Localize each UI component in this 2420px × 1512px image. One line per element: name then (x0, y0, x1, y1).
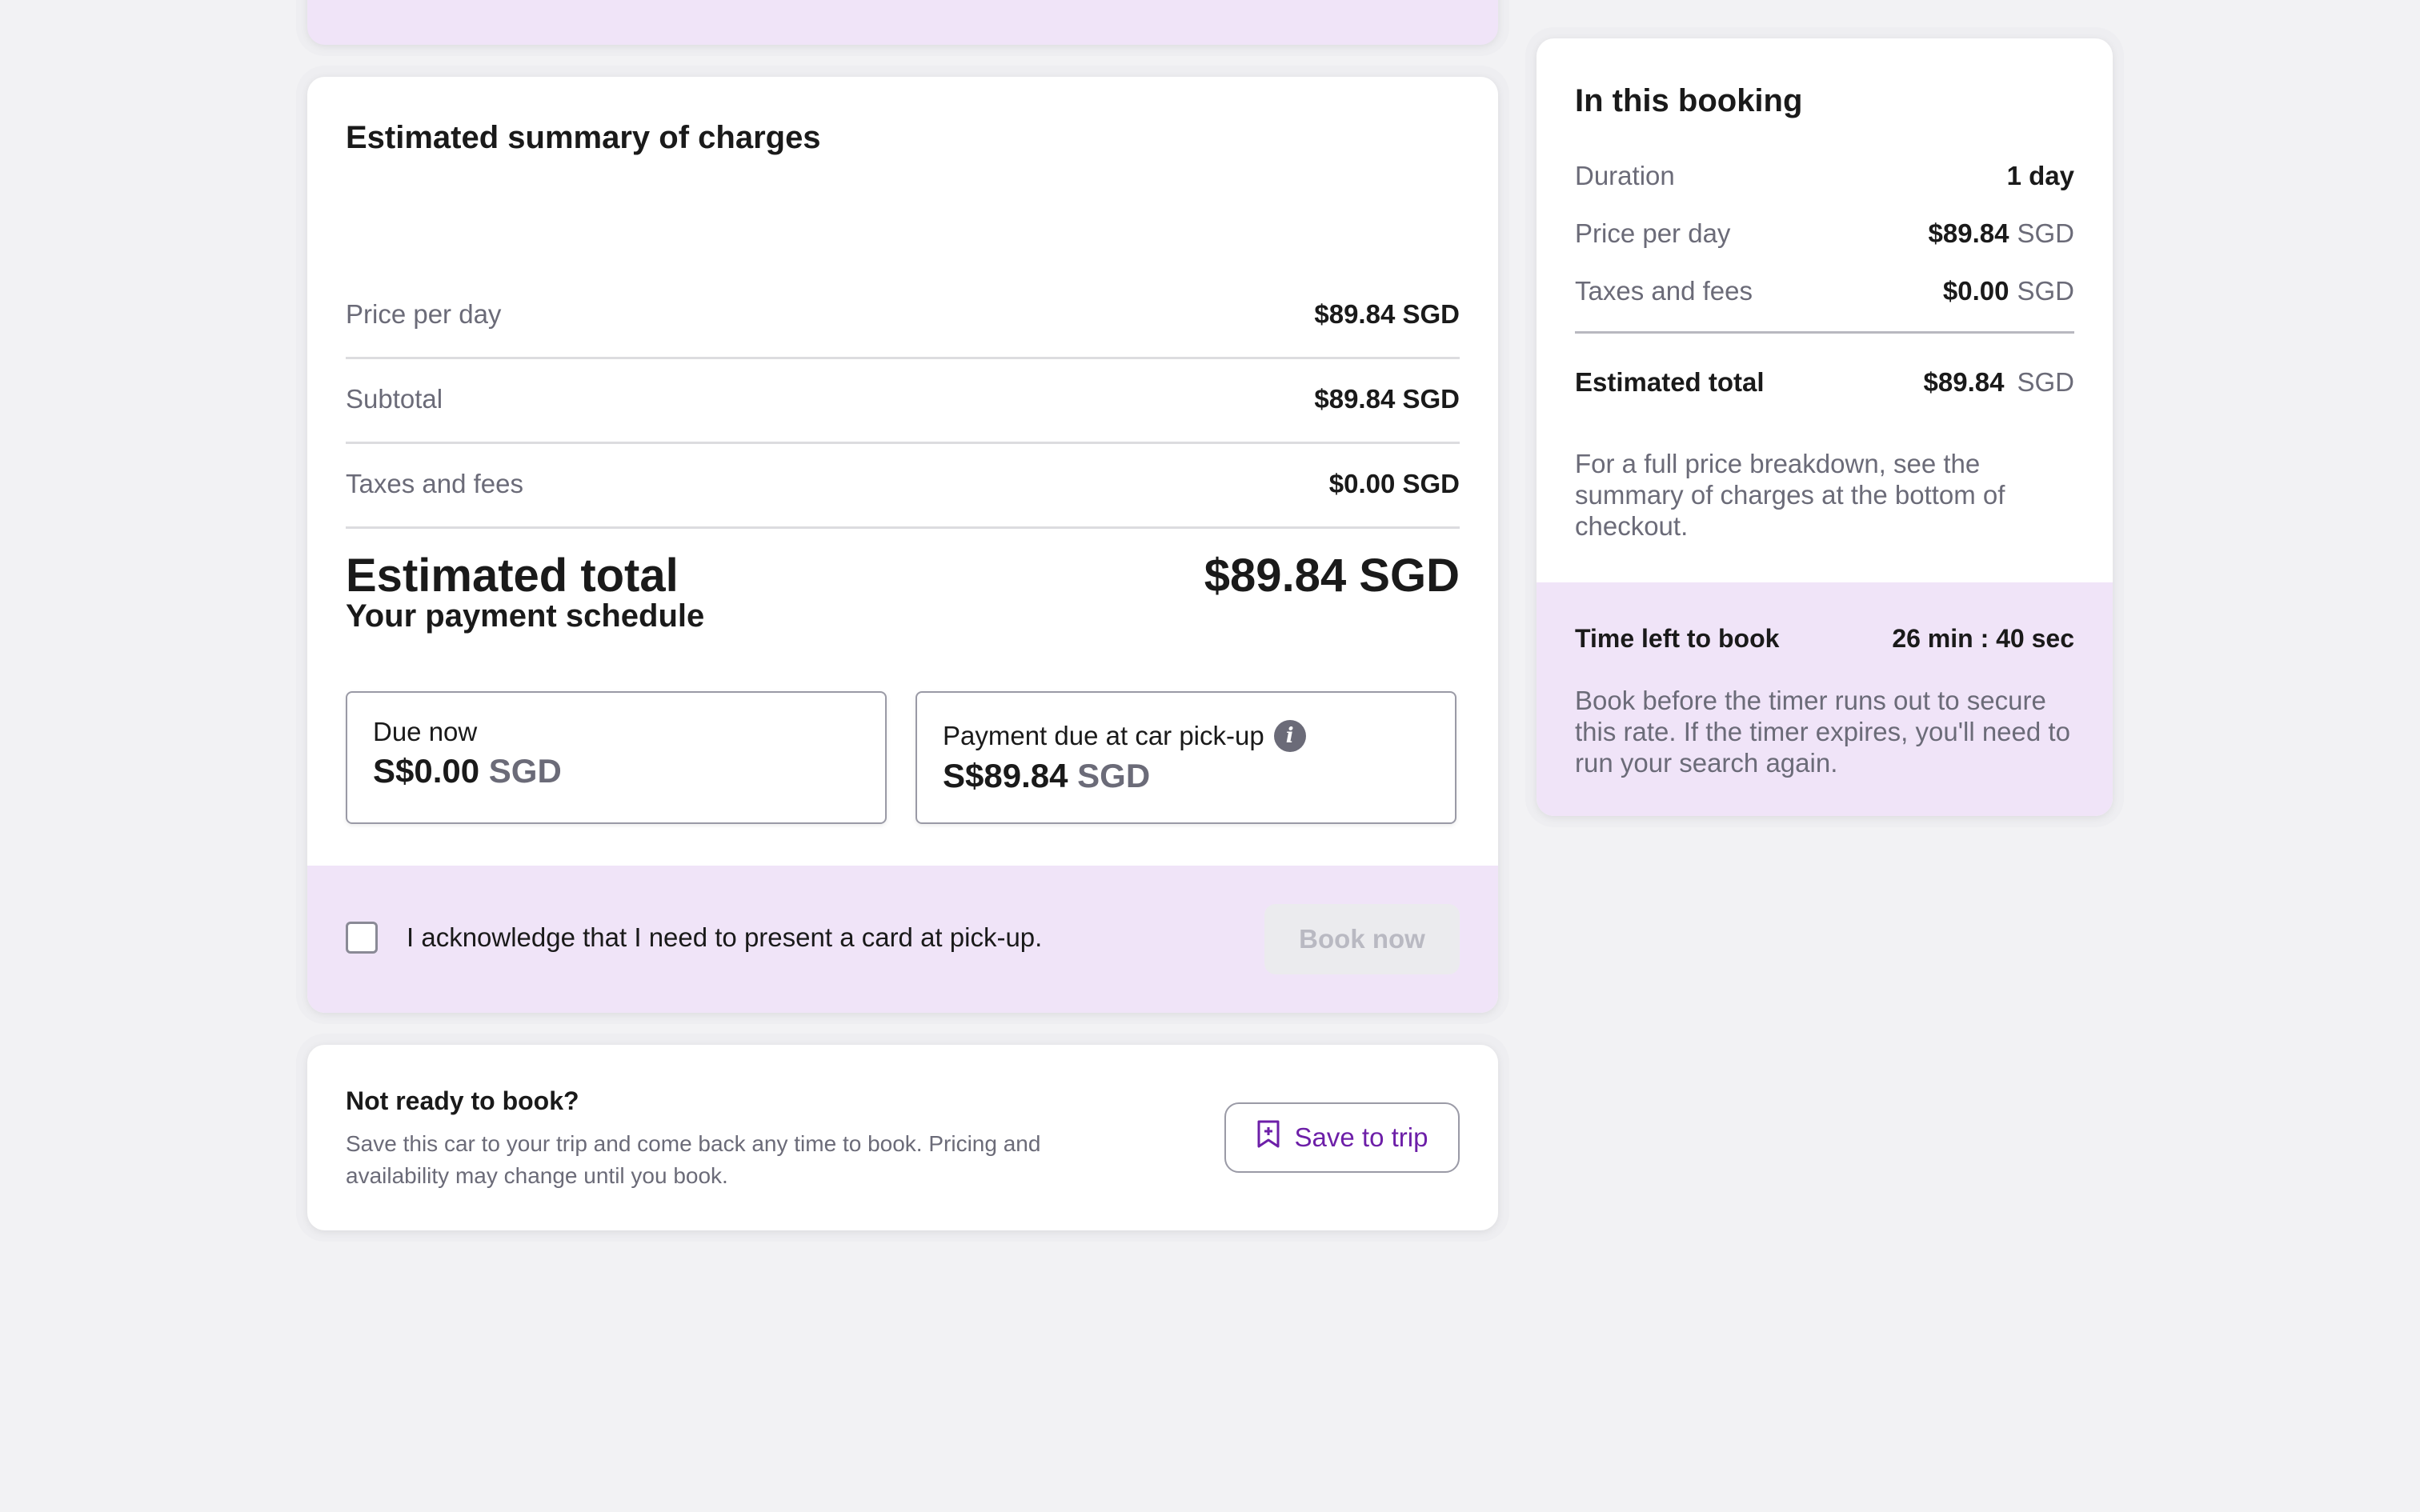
acknowledge-checkbox[interactable] (346, 922, 378, 954)
acknowledge-text[interactable]: I acknowledge that I need to present a c… (407, 922, 1043, 952)
side-row-total: Estimated total $89.84 SGD (1575, 365, 2074, 400)
due-now-amount: S$0.00 SGD (373, 752, 859, 790)
side-row-value: $0.00 SGD (1943, 276, 2074, 306)
due-now-currency: SGD (488, 752, 562, 790)
side-row-label: Duration (1575, 161, 1675, 190)
taxes-currency: SGD (2017, 276, 2074, 306)
timer-note: Book before the timer runs out to secure… (1575, 686, 2070, 778)
estimated-total: Estimated total $89.84 SGD (346, 549, 1460, 602)
side-total-label: Estimated total (1575, 367, 1765, 397)
side-total-value: $89.84 (1923, 367, 2005, 397)
side-row-label: Taxes and fees (1575, 276, 1753, 306)
save-to-trip-label: Save to trip (1294, 1122, 1428, 1152)
timer-label: Time left to book (1575, 624, 1780, 653)
side-row-price: Price per day $89.84 SGD (1575, 216, 2074, 251)
side-row-value: $89.84 SGD (1929, 218, 2074, 249)
duration-value: 1 day (2006, 161, 2074, 190)
price-currency: SGD (2017, 218, 2074, 248)
price-value: $89.84 (1928, 218, 2009, 248)
info-icon[interactable]: i (1273, 720, 1306, 752)
summary-row-value: $0.00 SGD (1328, 469, 1460, 498)
pickup-payment-currency: SGD (1077, 757, 1151, 794)
save-to-trip-button[interactable]: Save to trip (1224, 1102, 1460, 1173)
booking-timer: Time left to book 26 min : 40 sec Book b… (1537, 582, 2113, 816)
timer-value: 26 min : 40 sec (1892, 624, 2074, 653)
summary-row-subtotal: Subtotal $89.84 SGD (346, 357, 1460, 444)
not-ready-description: Save this car to your trip and come back… (346, 1131, 1041, 1188)
side-row-value: 1 day (2007, 161, 2074, 191)
summary-row-label: Price per day (346, 299, 502, 329)
side-divider (1575, 331, 2074, 334)
due-now-label: Due now (373, 717, 478, 746)
bookmark-plus-icon (1256, 1120, 1280, 1155)
side-note: For a full price breakdown, see the summ… (1575, 449, 2005, 541)
pickup-payment-amount: S$89.84 SGD (943, 757, 1429, 795)
payment-schedule-title: Your payment schedule (346, 598, 705, 634)
summary-title: Estimated summary of charges (346, 120, 821, 155)
due-now-value: S$0.00 (373, 752, 480, 790)
summary-row-price: Price per day $89.84 SGD (346, 272, 1460, 359)
summary-card: Estimated summary of charges Price per d… (307, 77, 1498, 1013)
acknowledge-bar: I acknowledge that I need to present a c… (307, 866, 1498, 1013)
book-now-button[interactable]: Book now (1264, 904, 1460, 974)
timer-row: Time left to book 26 min : 40 sec (1575, 624, 2074, 654)
side-total-currency: SGD (2017, 367, 2074, 397)
side-row-duration: Duration 1 day (1575, 158, 2074, 194)
previous-card-strip (307, 0, 1498, 45)
summary-row-taxes: Taxes and fees $0.00 SGD (346, 442, 1460, 529)
summary-row-label: Subtotal (346, 384, 443, 414)
estimated-total-value: $89.84 SGD (1204, 550, 1460, 602)
booking-side-title: In this booking (1575, 83, 1803, 118)
taxes-value: $0.00 (1942, 276, 2009, 306)
pickup-payment-box: Payment due at car pick-up i S$89.84 SGD (916, 691, 1456, 824)
summary-row-value: $89.84 SGD (1314, 299, 1460, 329)
not-ready-title: Not ready to book? (346, 1086, 579, 1115)
pickup-payment-label-row: Payment due at car pick-up i (943, 720, 1429, 752)
side-row-value: $89.84 SGD (1924, 367, 2074, 398)
summary-row-label: Taxes and fees (346, 469, 523, 498)
due-now-box: Due now S$0.00 SGD (346, 691, 887, 824)
pickup-payment-label: Payment due at car pick-up (943, 721, 1264, 750)
booking-side-card: In this booking Duration 1 day Price per… (1537, 38, 2113, 816)
pickup-payment-value: S$89.84 (943, 757, 1068, 794)
summary-row-value: $89.84 SGD (1314, 384, 1460, 414)
side-row-label: Price per day (1575, 218, 1731, 248)
estimated-total-label: Estimated total (346, 550, 679, 602)
not-ready-card: Not ready to book? Save this car to your… (307, 1045, 1498, 1230)
side-row-taxes: Taxes and fees $0.00 SGD (1575, 274, 2074, 309)
